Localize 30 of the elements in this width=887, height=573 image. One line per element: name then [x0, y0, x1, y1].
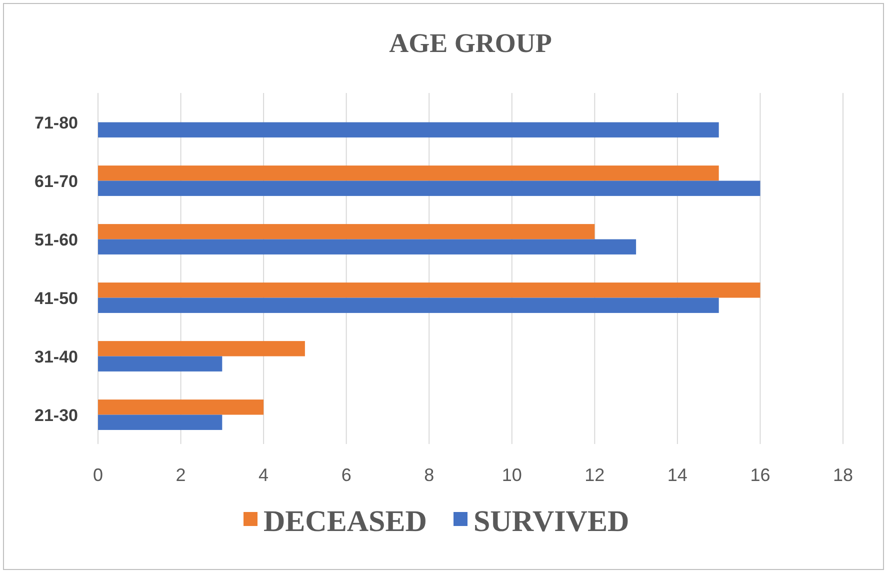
- legend-label: SURVIVED: [474, 505, 630, 538]
- bar: [98, 180, 760, 196]
- x-tick-label: 18: [832, 465, 854, 485]
- x-tick-label: 14: [667, 465, 688, 485]
- chart-title: AGE GROUP: [389, 28, 552, 58]
- y-tick-label: 31-40: [34, 347, 78, 366]
- y-tick-label: 41-50: [34, 288, 78, 308]
- bar: [98, 356, 222, 372]
- bar: [98, 239, 636, 254]
- bar: [98, 166, 719, 181]
- bar: [98, 224, 595, 240]
- y-tick-label: 71-80: [34, 113, 78, 132]
- y-tick-label: 21-30: [34, 406, 78, 425]
- x-tick-label: 16: [750, 465, 770, 485]
- bar: [98, 282, 760, 298]
- x-tick-label: 8: [424, 465, 434, 485]
- bar: [98, 341, 305, 356]
- bar: [98, 298, 719, 313]
- x-tick-label: 2: [176, 465, 186, 485]
- x-tick-label: 4: [258, 465, 269, 485]
- x-tick-label: 6: [341, 465, 352, 485]
- legend-label: DECEASED: [264, 505, 427, 538]
- y-tick-label: 51-60: [34, 230, 78, 250]
- bar: [98, 414, 222, 430]
- x-tick-label: 10: [502, 465, 522, 485]
- y-tick-label: 61-70: [34, 172, 78, 191]
- bar: [98, 400, 264, 415]
- x-tick-label: 0: [92, 465, 104, 485]
- bar: [98, 122, 719, 138]
- x-tick-label: 12: [584, 465, 605, 485]
